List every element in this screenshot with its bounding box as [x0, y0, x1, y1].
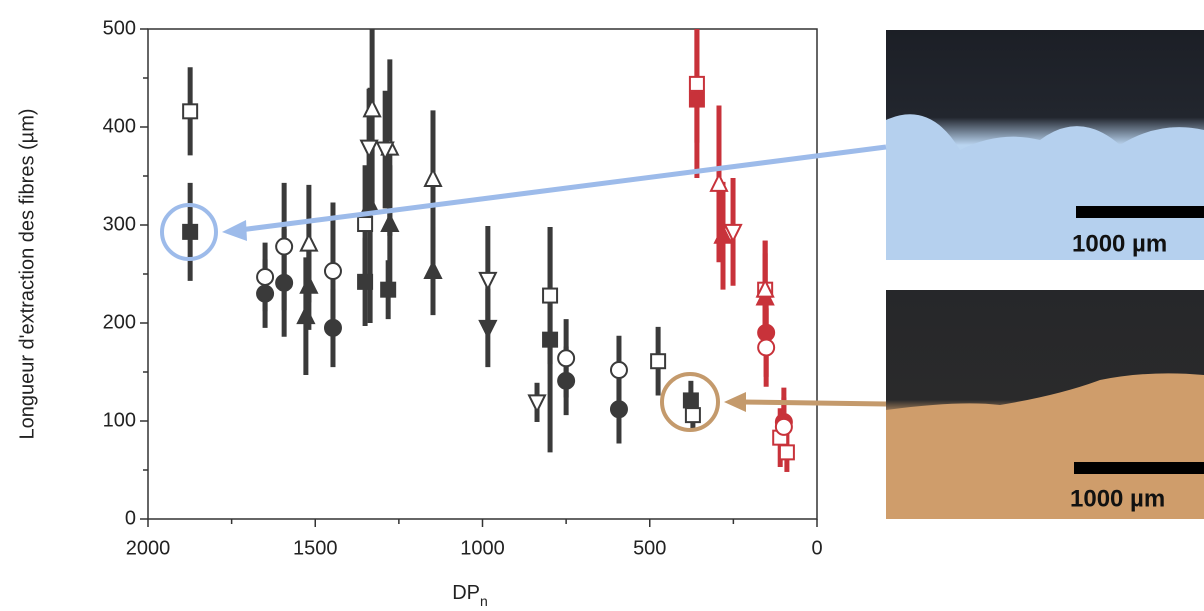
scale-label: 1000 µm [1070, 485, 1165, 512]
marker [182, 103, 199, 120]
marker [256, 267, 275, 286]
marker [362, 98, 382, 118]
scale-label: 1000 µm [1072, 230, 1167, 257]
y-tick-label: 0 [125, 507, 136, 529]
x-tick-label: 2000 [126, 537, 171, 559]
marker [478, 271, 498, 292]
marker [380, 212, 400, 233]
y-tick-label: 100 [103, 409, 136, 431]
annotation-arrows [160, 144, 887, 432]
marker [275, 237, 294, 256]
plot [182, 29, 795, 472]
marker [713, 224, 733, 244]
marker [650, 353, 667, 370]
marker [423, 167, 443, 187]
marker [478, 319, 498, 340]
marker [423, 259, 443, 280]
marker [688, 75, 705, 92]
arrow [741, 399, 887, 407]
marker [609, 361, 628, 380]
x-axis-label: DPn [452, 582, 488, 608]
arrow-head [724, 392, 746, 412]
x-axis-label-main: DP [452, 582, 480, 604]
marker [182, 223, 199, 240]
y-tick-label: 300 [103, 213, 136, 235]
marker [542, 287, 559, 304]
marker [357, 216, 374, 233]
marker [723, 223, 743, 244]
x-tick-label: 0 [811, 537, 822, 559]
marker [299, 232, 319, 252]
x-axis-label-sub: n [480, 593, 488, 609]
x-tick-label: 1500 [293, 537, 338, 559]
y-axis-label: Longueur d'extraction des fibres (µm) [16, 108, 38, 439]
x-tick-label: 500 [633, 537, 666, 559]
arrow-head [222, 220, 247, 241]
y-tick-label: 200 [103, 311, 136, 333]
y-tick-label: 500 [103, 17, 136, 39]
marker [682, 392, 699, 409]
marker [757, 323, 776, 342]
marker [380, 281, 397, 298]
marker [323, 262, 342, 281]
marker [774, 417, 793, 436]
x-tick-label: 1000 [460, 537, 505, 559]
marker [323, 318, 342, 337]
marker [709, 172, 729, 192]
marker [542, 331, 559, 348]
marker [275, 273, 294, 292]
marker [684, 407, 701, 424]
marker [299, 274, 319, 294]
marker [557, 371, 576, 390]
marker [296, 304, 316, 325]
highlight-circle [160, 203, 218, 261]
marker [688, 91, 705, 108]
marker [527, 394, 547, 414]
marker [359, 139, 379, 159]
marker [609, 400, 628, 419]
marker [778, 444, 795, 461]
scale-bar [1074, 462, 1204, 474]
marker [757, 338, 776, 357]
fibre-region [886, 373, 1204, 519]
highlight-circle [660, 372, 720, 432]
marker [357, 273, 374, 290]
marker [256, 284, 275, 303]
scale-bar [1076, 206, 1204, 218]
arrow [239, 144, 887, 233]
fibre-region [886, 114, 1204, 261]
marker [755, 278, 775, 298]
marker [557, 349, 576, 368]
marker [375, 141, 395, 161]
y-tick-label: 400 [103, 115, 136, 137]
